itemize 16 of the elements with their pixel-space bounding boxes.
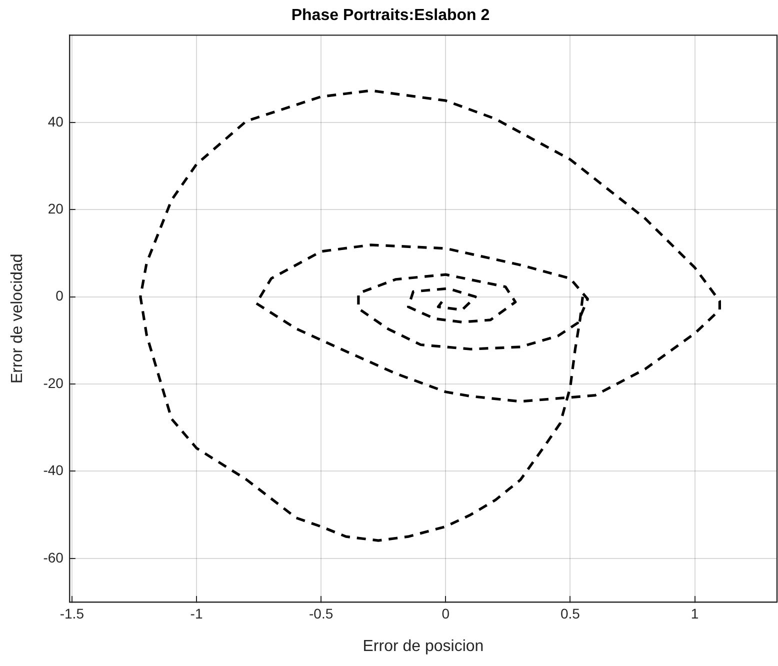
y-tick-label: -40 [43,462,64,478]
x-tick-label: 0.5 [560,605,580,622]
x-axis-title: Error de posicion [362,638,484,655]
chart-title: Phase Portraits:Eslabon 2 [291,7,490,24]
y-tick-label: 0 [56,288,64,304]
x-tick-label: -0.5 [309,605,334,622]
x-tick-label: 1 [690,605,699,622]
y-axis-title: Error de velocidad [9,254,26,384]
y-tick-label: 40 [48,113,64,130]
y-tick-label: -20 [43,374,64,391]
y-tick-label: 20 [48,200,64,216]
y-tick-label: -60 [43,549,64,566]
x-tick-label: -1 [190,605,203,622]
x-tick-label: -1.5 [60,605,84,622]
x-tick-label: 0 [442,605,450,622]
line-series [139,89,721,542]
